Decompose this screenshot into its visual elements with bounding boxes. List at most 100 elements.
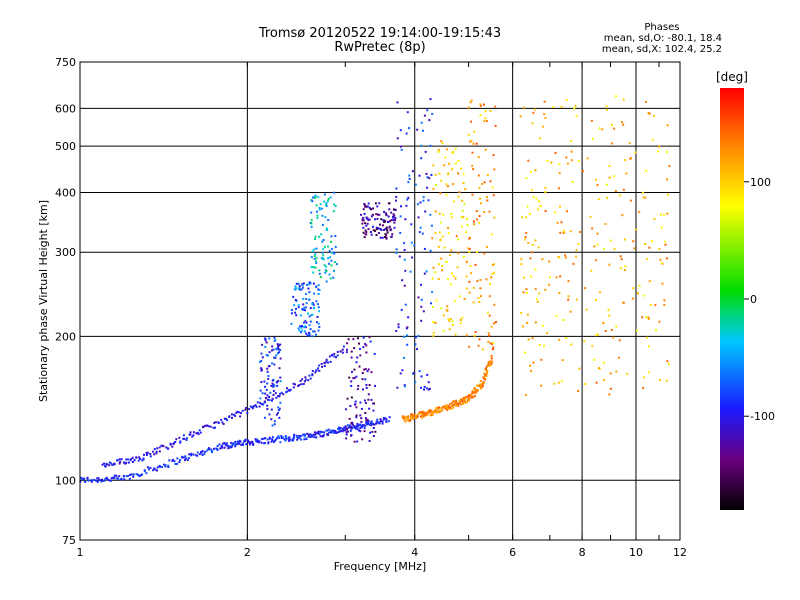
data-point	[420, 144, 423, 147]
data-point	[434, 232, 437, 234]
data-point	[329, 360, 332, 363]
data-point	[352, 338, 355, 341]
data-point	[279, 376, 282, 379]
data-point	[309, 328, 312, 331]
data-point	[632, 240, 635, 243]
data-point	[540, 358, 543, 361]
data-point	[328, 431, 331, 434]
data-point	[423, 413, 426, 416]
data-point	[331, 354, 334, 357]
data-point	[276, 381, 278, 384]
data-point	[195, 432, 198, 435]
data-point	[530, 369, 533, 372]
data-point	[346, 424, 349, 427]
data-point	[520, 263, 523, 266]
data-point	[666, 178, 669, 181]
data-point	[353, 425, 356, 428]
data-point	[310, 256, 313, 259]
data-point	[420, 157, 423, 160]
data-point	[454, 333, 457, 336]
data-point	[109, 479, 112, 482]
data-point	[305, 302, 308, 305]
data-point	[434, 173, 437, 176]
data-point	[390, 211, 393, 214]
data-point	[302, 383, 305, 385]
phases-title: Phases	[644, 22, 680, 33]
data-point	[345, 431, 348, 434]
data-point	[462, 182, 465, 184]
data-point	[271, 382, 274, 385]
data-point	[455, 401, 458, 404]
data-point	[450, 249, 453, 252]
data-point	[484, 378, 487, 381]
data-point	[270, 349, 273, 352]
data-point	[404, 420, 407, 423]
data-point	[365, 231, 368, 234]
data-point	[318, 289, 321, 292]
data-point	[129, 473, 132, 476]
data-point	[447, 172, 450, 175]
data-point	[447, 226, 450, 229]
data-point	[406, 419, 409, 422]
data-point	[427, 199, 430, 202]
data-point	[430, 409, 433, 412]
data-point	[269, 391, 272, 394]
data-point	[297, 282, 300, 285]
data-point	[217, 421, 220, 424]
data-point	[491, 361, 494, 364]
data-point	[333, 261, 336, 263]
data-point	[537, 200, 540, 203]
data-point	[379, 227, 382, 230]
data-point	[314, 371, 317, 374]
data-point	[493, 216, 496, 219]
data-point	[658, 145, 661, 148]
x-tick-label: 10	[629, 546, 643, 559]
data-point	[560, 221, 563, 224]
data-point	[622, 123, 625, 126]
data-point	[479, 104, 482, 107]
data-point	[302, 282, 305, 285]
data-point	[355, 406, 358, 409]
data-point	[213, 421, 216, 424]
data-point	[306, 334, 309, 337]
data-point	[326, 200, 329, 202]
data-point	[221, 446, 224, 449]
data-point	[332, 429, 335, 432]
data-point	[445, 261, 448, 263]
data-point	[173, 442, 175, 445]
data-point	[459, 322, 462, 325]
data-point	[407, 196, 410, 199]
data-point	[356, 356, 359, 359]
data-point	[490, 357, 493, 360]
data-point	[275, 354, 278, 357]
data-point	[317, 367, 320, 370]
data-point	[303, 380, 306, 383]
data-point	[315, 321, 318, 324]
data-point	[644, 243, 647, 245]
data-points	[79, 95, 671, 483]
data-point	[316, 214, 319, 217]
data-point	[538, 292, 541, 295]
data-point	[83, 477, 86, 480]
data-point	[350, 385, 353, 387]
data-point	[251, 441, 254, 444]
data-point	[418, 231, 421, 234]
data-point	[161, 466, 163, 468]
data-point	[96, 477, 99, 480]
data-point	[651, 240, 653, 243]
data-point	[268, 436, 271, 439]
data-point	[631, 297, 634, 300]
data-point	[376, 205, 379, 208]
data-point	[467, 106, 470, 109]
data-point	[363, 427, 366, 430]
data-point	[494, 321, 497, 324]
data-point	[163, 463, 166, 466]
data-point	[605, 183, 608, 186]
data-point	[168, 459, 171, 462]
data-point	[494, 105, 497, 108]
data-point	[300, 326, 303, 329]
data-point	[385, 214, 388, 217]
data-point	[313, 257, 316, 260]
data-point	[450, 283, 453, 286]
data-point	[153, 467, 156, 470]
